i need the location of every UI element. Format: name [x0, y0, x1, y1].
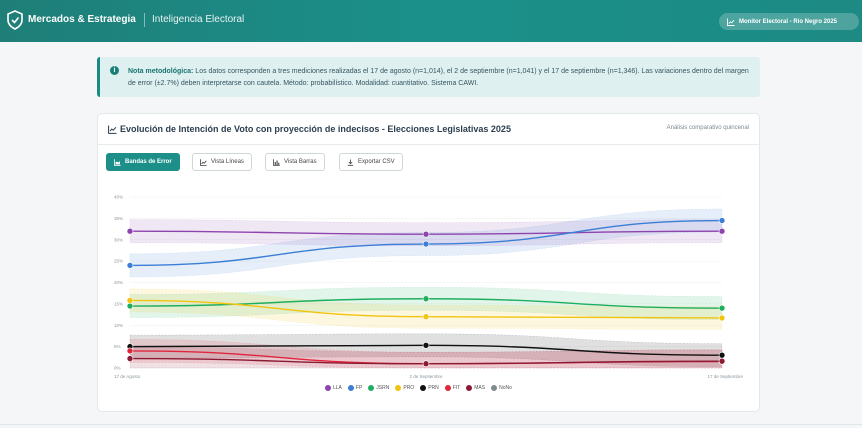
legend-item-fit[interactable]: FIT: [444, 385, 461, 391]
line-chart-icon: [727, 18, 735, 26]
y-tick-label: 35%: [114, 216, 123, 221]
download-icon: [347, 159, 354, 166]
legend-label: FP: [355, 385, 363, 391]
top-navbar: Mercados & Estrategia Inteligencia Elect…: [0, 0, 862, 42]
x-tick-label: 2 de Septiembre: [409, 374, 443, 379]
x-tick-label: 17 de Agosto: [114, 374, 141, 379]
legend-item-pro[interactable]: PRO: [395, 385, 414, 391]
page-bottom-divider: [0, 424, 862, 425]
data-point-mas: [718, 357, 726, 365]
export-csv-label: Exportar CSV: [358, 159, 395, 165]
chart-legend: LLA FP JSRN PRO PRN FIT MAS NoNo: [325, 385, 512, 391]
export-csv-button[interactable]: Exportar CSV: [339, 153, 403, 171]
legend-swatch: [325, 385, 331, 391]
note-text: Nota metodológica: Los datos corresponde…: [128, 66, 756, 90]
note-body: Los datos corresponden a tres mediciones…: [128, 68, 749, 87]
legend-item-fp[interactable]: FP: [347, 385, 363, 391]
note-label: Nota metodológica:: [128, 68, 194, 75]
data-point-jsrn: [422, 295, 430, 303]
data-point-lla: [718, 227, 726, 235]
monitor-badge[interactable]: Monitor Electoral - Río Negro 2025: [719, 13, 859, 30]
data-point-pro: [718, 314, 726, 322]
x-tick-label: 17 de Septiembre: [707, 374, 743, 379]
info-icon: i: [110, 66, 119, 75]
bar-chart-icon: [273, 158, 280, 166]
bars-view-label: Vista Barras: [284, 159, 317, 165]
card-header: Evolución de Intención de Voto con proye…: [98, 114, 759, 145]
lines-view-label: Vista Líneas: [211, 159, 244, 165]
legend-swatch: [368, 385, 375, 391]
legend-item-prn[interactable]: PRN: [420, 385, 439, 391]
data-point-pro: [422, 313, 430, 321]
error-bands-button[interactable]: Bandas de Error: [106, 153, 180, 171]
data-point-jsrn: [718, 304, 726, 312]
data-point-prn: [718, 351, 726, 359]
data-point-fp: [126, 262, 134, 269]
y-tick-label: 5%: [114, 344, 121, 349]
legend-swatch: [347, 385, 354, 391]
y-tick-label: 25%: [114, 259, 123, 264]
monitor-label: Monitor Electoral - Río Negro 2025: [739, 18, 838, 25]
y-tick-label: 40%: [114, 195, 123, 200]
legend-label: PRO: [403, 385, 415, 391]
data-point-prn: [422, 342, 430, 349]
lines-view-button[interactable]: Vista Líneas: [192, 153, 252, 171]
line-chart-icon: [108, 125, 117, 134]
methodology-note: i Nota metodológica: Los datos correspon…: [97, 57, 760, 97]
data-point-pro: [126, 297, 134, 304]
data-point-mas: [422, 360, 430, 368]
legend-swatch: [444, 385, 451, 391]
data-point-fp: [718, 217, 726, 224]
y-tick-label: 10%: [114, 323, 123, 328]
brand-name[interactable]: Mercados & Estrategia: [28, 14, 136, 25]
legend-label: JSRN: [376, 385, 390, 391]
legend-swatch: [491, 385, 498, 391]
data-point-lla: [126, 227, 134, 235]
brand-subtitle: Inteligencia Electoral: [152, 14, 245, 25]
legend-item-mas[interactable]: MAS: [466, 385, 485, 391]
card-meta: Análisis comparativo quincenal: [666, 125, 749, 131]
bars-view-button[interactable]: Vista Barras: [265, 153, 325, 171]
legend-label: LLA: [333, 385, 342, 391]
legend-swatch: [420, 385, 427, 391]
data-point-jsrn: [126, 302, 134, 310]
error-bands-label: Bandas de Error: [125, 159, 172, 165]
legend-label: PRN: [428, 385, 439, 391]
data-point-fp: [422, 240, 430, 248]
legend-swatch: [395, 385, 402, 391]
data-point-fit: [126, 347, 134, 355]
y-tick-label: 0%: [114, 366, 121, 371]
area-chart-icon: [114, 158, 121, 166]
legend-item-nono[interactable]: NoNo: [491, 385, 512, 391]
legend-label: FIT: [452, 385, 461, 391]
legend-item-lla[interactable]: LLA: [325, 385, 342, 391]
y-tick-label: 20%: [114, 280, 123, 285]
line-chart-icon: [200, 158, 207, 166]
brand-divider: [144, 13, 145, 27]
card-title: Evolución de Intención de Voto con proye…: [120, 124, 511, 134]
data-point-mas: [126, 355, 134, 362]
shield-logo-icon: [7, 10, 23, 30]
error-band-prn: [129, 333, 723, 367]
y-tick-label: 30%: [114, 237, 123, 242]
legend-swatch: [466, 385, 473, 391]
legend-label: NoNo: [499, 385, 512, 391]
error-band-pro: [129, 288, 723, 330]
y-tick-label: 15%: [114, 301, 123, 306]
legend-label: MAS: [474, 385, 486, 391]
data-point-lla: [422, 230, 430, 238]
legend-item-jsrn[interactable]: JSRN: [368, 385, 389, 391]
